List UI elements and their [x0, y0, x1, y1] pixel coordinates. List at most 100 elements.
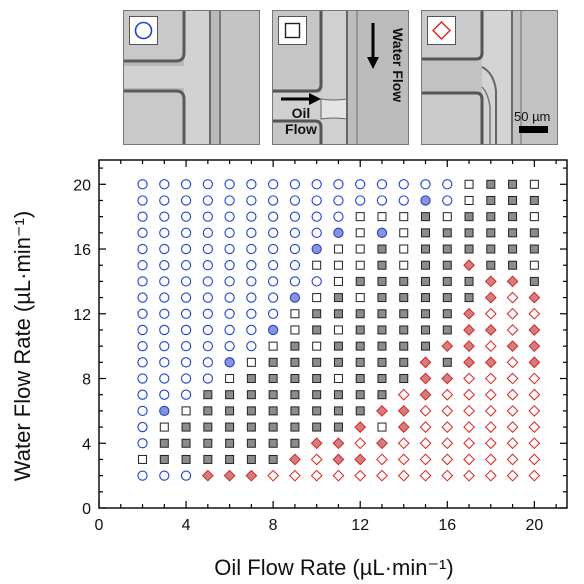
square-marker	[377, 276, 387, 286]
y-tick-label: 4	[82, 436, 91, 453]
diamond-marker	[463, 469, 475, 482]
circle-marker	[224, 243, 235, 255]
square-marker	[333, 341, 343, 351]
square-marker	[508, 260, 518, 270]
circle-marker	[355, 195, 366, 206]
square-marker	[442, 244, 452, 254]
square-marker	[312, 357, 322, 367]
square-marker	[421, 309, 431, 319]
diamond-marker	[441, 372, 454, 385]
circle-marker	[267, 260, 279, 271]
circle-marker	[159, 276, 170, 287]
diamond-marker	[419, 421, 432, 433]
square-marker	[377, 325, 387, 335]
diamond-marker	[332, 437, 345, 450]
square-marker	[442, 325, 452, 335]
circle-marker	[180, 195, 192, 206]
circle-marker	[137, 389, 148, 400]
square-marker	[333, 276, 343, 286]
diamond-marker	[484, 275, 497, 288]
circle-marker	[180, 373, 192, 384]
micrograph-inset-squeezing: Water Flow Oil Flow	[272, 10, 409, 145]
micrograph-inset-dripping	[123, 10, 260, 145]
circle-marker	[180, 470, 192, 481]
circle-marker	[202, 227, 213, 238]
circle-marker	[267, 211, 279, 222]
diamond-marker	[463, 404, 475, 417]
square-marker	[333, 357, 343, 367]
square-marker	[312, 325, 322, 335]
diamond-marker	[528, 404, 541, 417]
diamond-marker	[506, 437, 519, 450]
circle-marker	[333, 179, 344, 190]
square-marker	[181, 438, 191, 448]
circle-marker	[137, 438, 148, 449]
circle-marker	[180, 243, 192, 255]
diamond-marker	[288, 453, 301, 466]
circle-marker	[398, 195, 409, 206]
diamond-marker	[354, 453, 367, 466]
y-tick-label: 0	[82, 501, 91, 518]
diamond-marker	[376, 437, 388, 450]
oil-flow-label-line1: Oil	[291, 105, 311, 121]
square-marker	[529, 228, 539, 238]
circle-marker	[224, 276, 235, 287]
diamond-marker	[506, 421, 519, 433]
circle-marker	[180, 324, 192, 336]
square-marker	[508, 228, 518, 238]
x-tick-label: 0	[95, 517, 104, 534]
circle-marker	[224, 179, 235, 190]
circle-marker	[180, 227, 192, 238]
diamond-marker	[463, 340, 475, 353]
scale-bar-label: 50 µm	[514, 109, 551, 124]
diamond-marker	[354, 437, 367, 450]
circle-marker	[289, 276, 301, 287]
diamond-marker	[397, 437, 410, 450]
square-marker	[333, 325, 343, 335]
circle-marker	[137, 292, 148, 303]
square-marker	[290, 325, 300, 335]
diamond-marker	[441, 340, 454, 353]
circle-marker	[159, 195, 170, 206]
circle-marker	[311, 179, 322, 190]
circle-marker	[180, 276, 192, 287]
square-marker	[312, 406, 322, 416]
circle-marker	[224, 211, 235, 222]
diamond-marker	[506, 372, 519, 385]
circle-marker	[202, 373, 213, 384]
square-marker	[246, 422, 256, 432]
circle-marker	[202, 260, 213, 271]
y-axis-label: Water Flow Rate (µL·min⁻¹)	[10, 211, 35, 481]
circle-marker	[333, 195, 344, 206]
diamond-marker	[528, 307, 541, 320]
square-marker	[486, 179, 496, 189]
square-marker	[333, 309, 343, 319]
diamond-marker	[528, 421, 541, 433]
circle-marker	[355, 179, 366, 190]
circle-marker	[137, 211, 148, 222]
circle-marker	[159, 357, 170, 368]
diamond-marker	[419, 372, 432, 385]
square-marker	[377, 293, 387, 303]
diamond-marker	[419, 388, 432, 401]
square-marker	[181, 406, 191, 416]
square-marker	[268, 422, 278, 432]
circle-marker	[202, 357, 213, 368]
circle-marker	[246, 211, 257, 222]
square-marker	[399, 309, 409, 319]
square-marker	[377, 244, 387, 254]
circle-marker	[202, 276, 213, 287]
diamond-marker	[267, 469, 280, 482]
square-marker	[246, 390, 256, 400]
square-marker	[442, 309, 452, 319]
y-tick-label: 20	[73, 177, 91, 194]
square-marker	[225, 438, 235, 448]
circle-marker	[180, 389, 192, 400]
circle-marker	[159, 211, 170, 222]
square-marker	[421, 228, 431, 238]
square-marker	[268, 438, 278, 448]
circle-marker	[289, 243, 301, 255]
diamond-marker	[484, 356, 497, 369]
circle-marker	[267, 179, 279, 190]
x-tick-label: 4	[182, 517, 191, 534]
